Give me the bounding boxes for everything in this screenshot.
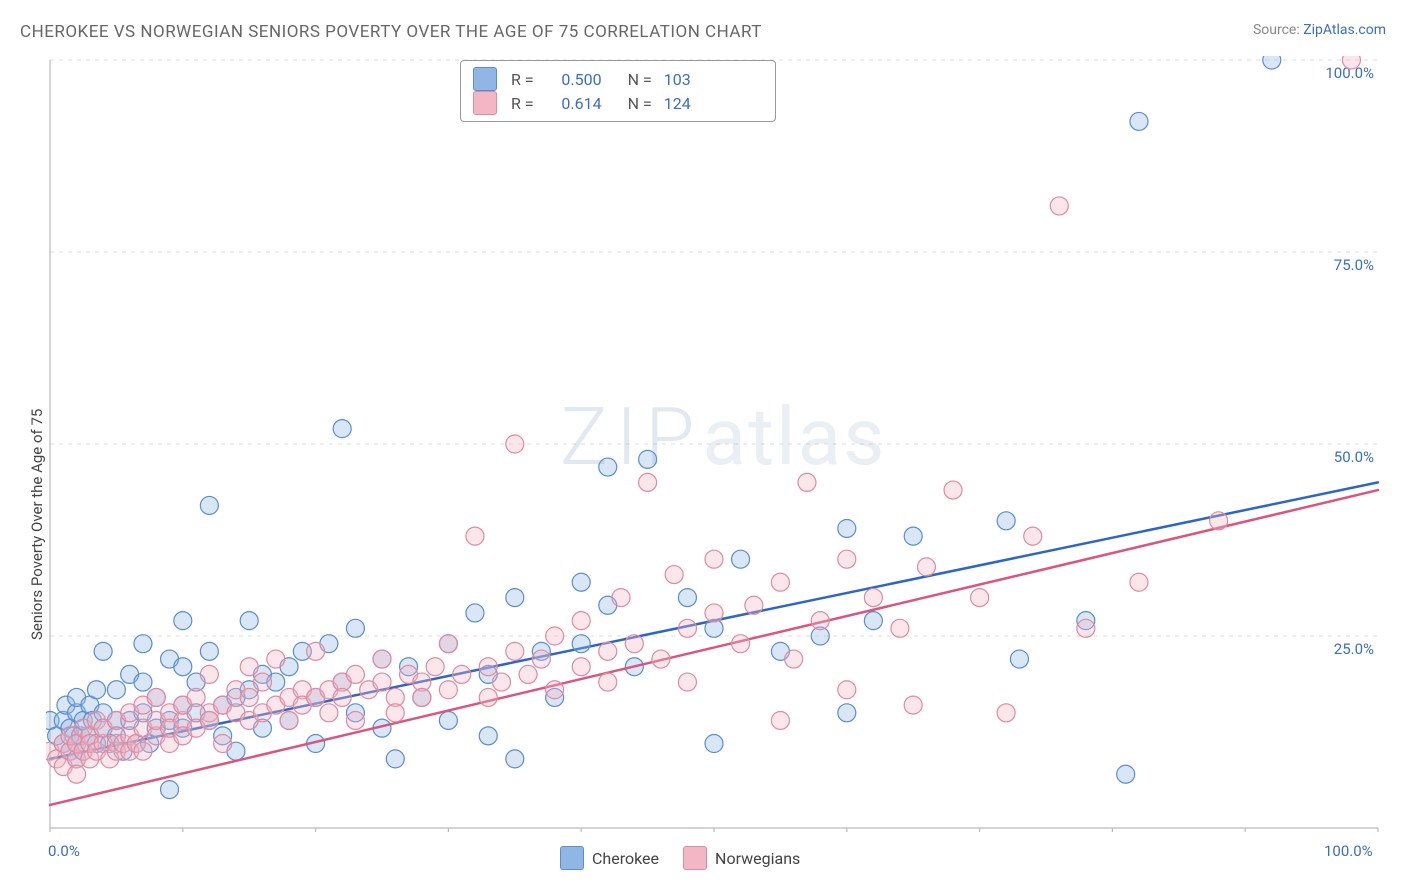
y-tick-label: 50.0% — [1334, 448, 1374, 466]
source-attribution: Source: ZipAtlas.com — [1253, 22, 1386, 38]
legend-label: Norwegians — [715, 849, 800, 868]
source-prefix: Source: — [1253, 22, 1303, 38]
y-tick-label: 75.0% — [1334, 256, 1374, 274]
legend-swatch — [683, 846, 707, 870]
legend-swatch — [473, 67, 497, 91]
legend-row: R = 0.500N = 103 — [473, 67, 763, 91]
legend-swatch — [560, 846, 584, 870]
x-axis-left-label: 0.0% — [48, 842, 80, 860]
y-axis-label: Seniors Poverty Over the Age of 75 — [28, 409, 46, 640]
series-legend: Cherokee Norwegians — [560, 846, 800, 870]
legend-row: R = 0.614N = 124 — [473, 91, 763, 115]
y-tick-label: 25.0% — [1334, 640, 1374, 658]
legend-label: Cherokee — [592, 849, 659, 868]
legend-item: Cherokee — [560, 846, 659, 870]
chart-title: CHEROKEE VS NORWEGIAN SENIORS POVERTY OV… — [20, 22, 762, 42]
correlation-legend: R = 0.500N = 103R = 0.614N = 124 — [460, 60, 776, 122]
x-axis-right-label: 100.0% — [1324, 842, 1373, 860]
legend-item: Norwegians — [683, 846, 800, 870]
source-link[interactable]: ZipAtlas.com — [1303, 22, 1386, 38]
legend-swatch — [473, 91, 497, 115]
scatter-plot: 25.0%50.0%75.0%100.0% — [46, 56, 1382, 832]
